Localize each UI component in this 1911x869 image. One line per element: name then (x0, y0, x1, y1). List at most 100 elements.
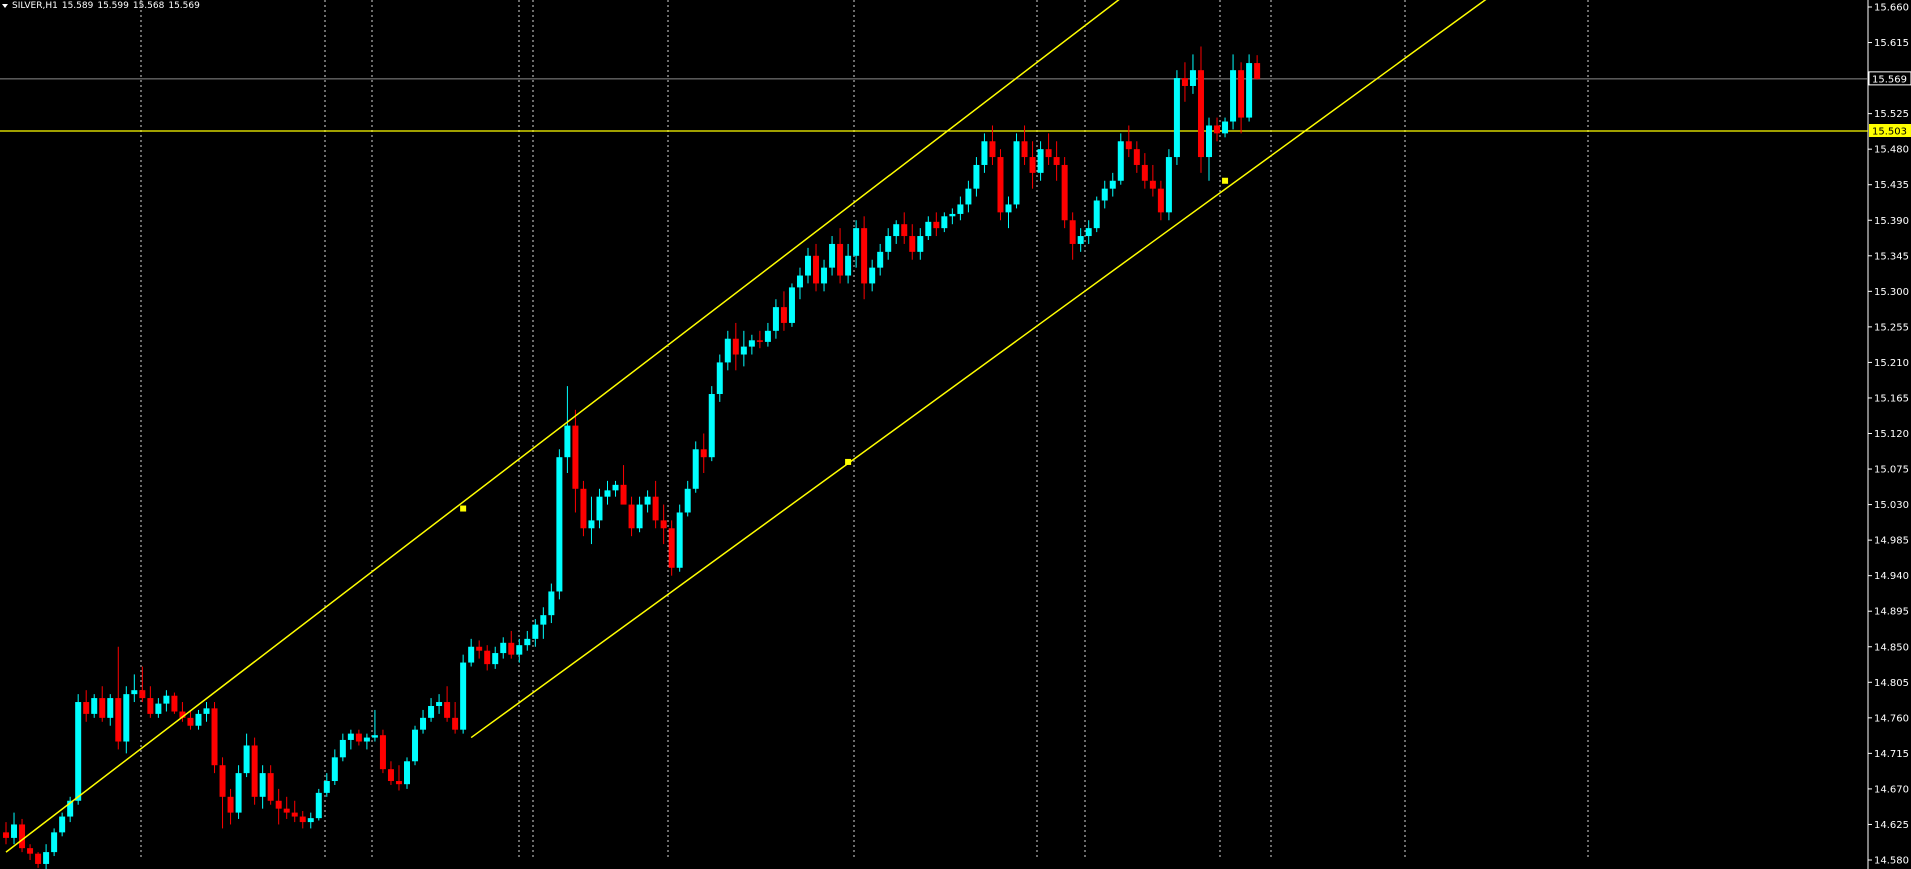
candle-body (1053, 157, 1060, 165)
level-price-tag-label: 15.503 (1872, 127, 1907, 138)
candle-body (1037, 149, 1044, 173)
candle-body (404, 761, 410, 785)
price-tick-label: 14.760 (1874, 713, 1909, 724)
candle-body (756, 340, 763, 342)
candle-body (1206, 125, 1212, 158)
candle-body (1133, 149, 1140, 165)
candle-body (195, 713, 202, 726)
candle-body (1141, 164, 1148, 181)
candle-body (115, 698, 122, 742)
candle-body (1077, 236, 1084, 244)
candle-body (211, 708, 218, 766)
candle-body (460, 662, 467, 730)
candle-body (1214, 125, 1221, 134)
price-tick-label: 15.345 (1874, 251, 1909, 262)
candle-body (492, 653, 499, 665)
price-tick-label: 15.165 (1874, 393, 1909, 404)
channel-anchor-handle[interactable] (460, 505, 467, 512)
candle-body (83, 702, 90, 714)
candle-body (323, 781, 330, 793)
price-tick-label: 14.580 (1874, 856, 1909, 867)
candle-body (355, 733, 362, 742)
candle-body (3, 832, 9, 838)
candle-body (1109, 180, 1116, 189)
candle-body (965, 188, 972, 205)
price-tick-label: 15.030 (1874, 500, 1909, 511)
candle-body (949, 213, 956, 217)
candle-body (628, 504, 635, 529)
candle-body (1149, 180, 1156, 189)
candle-body (243, 745, 250, 774)
candle-body (877, 251, 884, 268)
candle-body (893, 224, 900, 237)
candle-body (1045, 149, 1052, 158)
channel-lower-line[interactable] (470, 0, 1530, 739)
candle-body (1222, 121, 1229, 134)
candle-body (716, 362, 723, 395)
candle-body (11, 824, 18, 838)
candle-body (644, 496, 651, 505)
candle-body (636, 504, 643, 529)
candle-body (1061, 164, 1068, 221)
candle-body (420, 717, 427, 730)
low-value: 15.568 (132, 1, 165, 11)
candle-body (620, 484, 627, 505)
candle-body (1101, 188, 1108, 201)
price-tick-label: 15.210 (1874, 358, 1909, 369)
candle-body (75, 702, 82, 801)
candle-body (1197, 70, 1204, 158)
candle-body (500, 642, 507, 654)
chevron-down-icon[interactable] (2, 3, 8, 8)
price-tick-label: 14.940 (1874, 571, 1909, 582)
candle-body (901, 224, 908, 237)
open-value: 15.589 (61, 1, 94, 11)
candle-body (524, 638, 531, 646)
candle-body (652, 496, 659, 521)
channel-anchor-handle[interactable] (1222, 177, 1229, 184)
price-tick-label: 15.660 (1874, 3, 1909, 14)
candle-body (187, 717, 194, 726)
candle-body (27, 848, 34, 854)
candle-body (564, 425, 571, 458)
candle-body (580, 488, 587, 529)
candle-body (251, 745, 258, 797)
candle-body (556, 457, 563, 592)
candle-body (845, 255, 852, 276)
candle-body (283, 808, 290, 813)
candle-body (1069, 220, 1076, 244)
candle-body (861, 228, 868, 284)
candle-body (829, 243, 836, 268)
close-value: 15.569 (168, 1, 200, 11)
price-tick-label: 14.805 (1874, 678, 1909, 689)
price-tick-label: 15.075 (1874, 465, 1909, 476)
candle-body (267, 773, 274, 801)
candle-body (452, 717, 459, 730)
candle-body (35, 853, 42, 864)
price-tick-label: 15.435 (1874, 180, 1909, 191)
candle-body (387, 769, 394, 782)
candle-body (684, 488, 691, 513)
candle-body (412, 729, 419, 762)
channel-anchor-handle[interactable] (845, 458, 852, 465)
candle-body (476, 646, 483, 651)
price-tick-label: 15.300 (1874, 287, 1909, 298)
candle-body (548, 591, 555, 616)
candle-body (732, 338, 739, 355)
candle-body (1021, 141, 1028, 158)
candle-body (572, 425, 579, 489)
candle-body (973, 164, 980, 189)
candle-body (532, 624, 539, 639)
price-tick-label: 14.625 (1874, 820, 1909, 831)
price-tick-label: 15.120 (1874, 429, 1909, 440)
candle-body (813, 255, 820, 284)
candle-body (219, 765, 226, 797)
candle-body (299, 816, 306, 823)
candle-body (123, 694, 130, 742)
channel-upper-line[interactable] (5, 0, 1161, 853)
candle-body (147, 698, 154, 714)
candle-body (171, 695, 178, 712)
candle-body (821, 267, 828, 284)
candle-body (941, 216, 948, 229)
candle-body (436, 702, 443, 706)
